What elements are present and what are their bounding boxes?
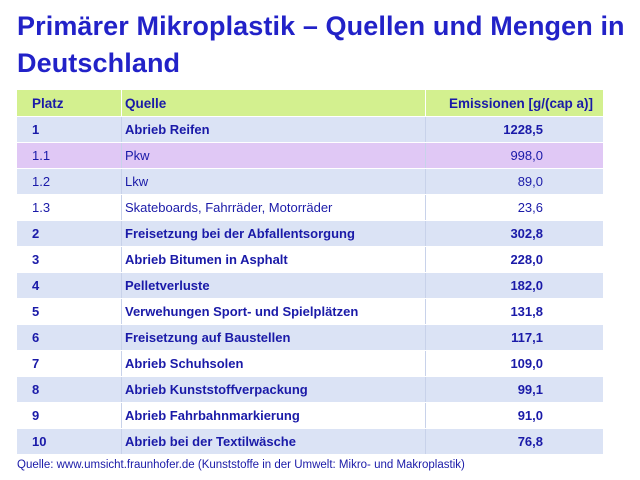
table-row: 7 Abrieb Schuhsolen 109,0: [17, 351, 603, 377]
cell-emissionen: 228,0: [425, 247, 603, 272]
cell-emissionen: 99,1: [425, 377, 603, 402]
cell-quelle: Pkw: [121, 143, 425, 168]
cell-platz: 9: [32, 408, 40, 423]
cell-emissionen: 117,1: [425, 325, 603, 350]
cell-emissionen: 76,8: [425, 429, 603, 454]
table-row: 8 Abrieb Kunststoffverpackung 99,1: [17, 377, 603, 403]
table-row: 4 Pelletverluste 182,0: [17, 273, 603, 299]
table-row: 1 Abrieb Reifen 1228,5: [17, 117, 603, 143]
table-row: 1.3 Skateboards, Fahrräder, Motorräder 23,…: [17, 195, 603, 221]
cell-quelle: Pelletverluste: [121, 273, 425, 298]
table-row: 2 Freisetzung bei der Abfallentsorgung 302…: [17, 221, 603, 247]
cell-platz: 1: [32, 122, 40, 137]
cell-platz: 10: [32, 434, 47, 449]
cell-quelle: Freisetzung auf Baustellen: [121, 325, 425, 350]
table-row: 10 Abrieb bei der Textilwäsche 76,8: [17, 429, 603, 455]
cell-quelle: Verwehungen Sport- und Spielplätzen: [121, 299, 425, 324]
cell-quelle: Lkw: [121, 169, 425, 194]
cell-emissionen: 89,0: [425, 169, 603, 194]
table-body: 1 Abrieb Reifen 1228,5 1.1 Pkw 998,0 1.2 Lkw 89,…: [17, 117, 603, 455]
cell-platz: 1.1: [32, 148, 51, 163]
cell-emissionen: 23,6: [425, 195, 603, 220]
source-note: Quelle: www.umsicht.fraunhofer.de (Kunst…: [17, 459, 465, 471]
table-row: 6 Freisetzung auf Baustellen 117,1: [17, 325, 603, 351]
table-row: 9 Abrieb Fahrbahnmarkierung 91,0: [17, 403, 603, 429]
cell-emissionen: 182,0: [425, 273, 603, 298]
cell-emissionen: 91,0: [425, 403, 603, 428]
cell-emissionen: 302,8: [425, 221, 603, 246]
cell-platz: 3: [32, 252, 40, 267]
cell-platz: 2: [32, 226, 40, 241]
cell-quelle: Abrieb Fahrbahnmarkierung: [121, 403, 425, 428]
table-header-row: Platz Quelle Emissionen [g/(cap a)]: [17, 90, 603, 117]
cell-platz: 5: [32, 304, 40, 319]
page-title: Primärer Mikroplastik – Quellen und Meng…: [17, 11, 625, 78]
cell-platz: 1.2: [32, 174, 51, 189]
cell-quelle: Abrieb Bitumen in Asphalt: [121, 247, 425, 272]
cell-quelle: Skateboards, Fahrräder, Motorräder: [121, 195, 425, 220]
cell-platz: 1.3: [32, 200, 51, 215]
table-row: 1.2 Lkw 89,0: [17, 169, 603, 195]
emissions-table: Platz Quelle Emissionen [g/(cap a)] 1 Abr…: [17, 90, 603, 455]
cell-emissionen: 109,0: [425, 351, 603, 376]
cell-quelle: Abrieb Schuhsolen: [121, 351, 425, 376]
cell-emissionen: 1228,5: [425, 117, 603, 142]
cell-emissionen: 998,0: [425, 143, 603, 168]
table-row: 1.1 Pkw 998,0: [17, 143, 603, 169]
cell-quelle: Abrieb Reifen: [121, 117, 425, 142]
cell-quelle: Abrieb Kunststoffverpackung: [121, 377, 425, 402]
table-row: 5 Verwehungen Sport- und Spielplätzen 131,…: [17, 299, 603, 325]
cell-platz: 8: [32, 382, 40, 397]
cell-platz: 6: [32, 330, 40, 345]
column-header-quelle: Quelle: [121, 90, 425, 116]
cell-platz: 7: [32, 356, 40, 371]
cell-platz: 4: [32, 278, 40, 293]
cell-quelle: Freisetzung bei der Abfallentsorgung: [121, 221, 425, 246]
cell-quelle: Abrieb bei der Textilwäsche: [121, 429, 425, 454]
column-header-emissionen: Emissionen [g/(cap a)]: [425, 90, 603, 116]
cell-emissionen: 131,8: [425, 299, 603, 324]
table-row: 3 Abrieb Bitumen in Asphalt 228,0: [17, 247, 603, 273]
column-header-platz: Platz: [32, 95, 64, 111]
